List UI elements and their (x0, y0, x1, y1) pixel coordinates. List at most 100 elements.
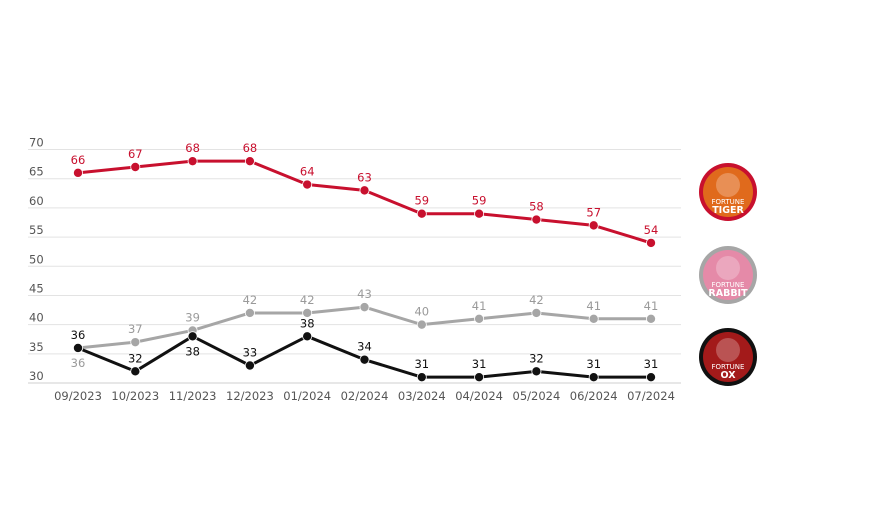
data-point-fortune-rabbit (474, 313, 485, 324)
y-tick-label: 35 (29, 340, 44, 354)
badge-character-highlight (716, 173, 740, 197)
data-label-fortune-ox: 32 (529, 351, 544, 365)
ox-icon (703, 332, 753, 382)
data-label-fortune-tiger: 66 (71, 153, 86, 167)
data-point-fortune-tiger (474, 208, 485, 219)
data-label-fortune-tiger: 54 (644, 223, 659, 237)
data-label-fortune-tiger: 58 (529, 200, 544, 214)
data-point-fortune-ox (73, 342, 84, 353)
data-point-fortune-tiger (187, 156, 198, 167)
data-point-fortune-rabbit (359, 302, 370, 313)
data-point-fortune-ox (130, 366, 141, 377)
data-label-fortune-tiger: 68 (243, 141, 258, 155)
data-label-fortune-ox: 38 (300, 316, 315, 330)
y-axis: 30 35 40 45 50 55 60 65 70 (29, 136, 44, 384)
data-point-fortune-tiger (359, 185, 370, 196)
data-point-fortune-ox (646, 372, 657, 383)
data-label-fortune-tiger: 68 (185, 141, 200, 155)
x-tick-label: 03/2024 (398, 389, 446, 403)
data-label-fortune-ox: 38 (185, 344, 200, 358)
y-tick-label: 30 (29, 369, 44, 383)
y-tick-label: 60 (29, 194, 44, 208)
badge-label-line1: FORTUNE (712, 281, 745, 289)
data-label-fortune-ox: 31 (586, 357, 601, 371)
data-label-fortune-tiger: 67 (128, 147, 143, 161)
data-label-fortune-rabbit: 41 (586, 299, 601, 313)
data-point-fortune-rabbit (531, 307, 542, 318)
y-tick-label: 50 (29, 252, 44, 266)
data-point-fortune-ox (416, 372, 427, 383)
data-label-fortune-rabbit: 39 (185, 310, 200, 324)
rabbit-icon (703, 250, 753, 300)
data-label-fortune-rabbit: 42 (300, 293, 315, 307)
data-label-fortune-ox: 31 (472, 357, 487, 371)
data-label-fortune-ox: 32 (128, 351, 143, 365)
data-point-fortune-tiger (646, 237, 657, 248)
x-tick-label: 10/2023 (111, 389, 159, 403)
data-point-fortune-tiger (531, 214, 542, 225)
data-label-fortune-ox: 31 (414, 357, 429, 371)
data-point-fortune-ox (531, 366, 542, 377)
data-label-fortune-ox: 36 (71, 328, 86, 342)
x-tick-label: 02/2024 (341, 389, 389, 403)
data-point-fortune-tiger (416, 208, 427, 219)
x-axis: 09/2023 10/2023 11/2023 12/2023 01/2024 02/20… (54, 389, 675, 403)
badge-character-highlight (716, 256, 740, 280)
data-point-fortune-rabbit (130, 337, 141, 348)
data-label-fortune-rabbit: 41 (472, 299, 487, 313)
data-label-fortune-tiger: 57 (586, 205, 601, 219)
data-label-fortune-ox: 33 (243, 345, 258, 359)
data-label-fortune-tiger: 59 (414, 194, 429, 208)
badge-label-line2: RABBIT (708, 288, 748, 299)
y-tick-label: 70 (29, 136, 44, 150)
y-tick-label: 40 (29, 311, 44, 325)
data-label-fortune-ox: 34 (357, 340, 372, 354)
x-tick-label: 06/2024 (570, 389, 618, 403)
gridlines (28, 149, 681, 384)
x-tick-label: 12/2023 (226, 389, 274, 403)
badge-label-line1: FORTUNE (712, 198, 745, 206)
data-point-fortune-ox (474, 372, 485, 383)
y-tick-label: 45 (29, 281, 44, 295)
data-point-fortune-ox (302, 331, 313, 342)
data-label-fortune-tiger: 59 (472, 194, 487, 208)
data-label-fortune-rabbit: 36 (71, 356, 86, 370)
x-tick-label: 05/2024 (513, 389, 561, 403)
data-point-fortune-tiger (588, 220, 599, 231)
data-point-fortune-rabbit (302, 307, 313, 318)
data-point-fortune-rabbit (244, 307, 255, 318)
x-tick-label: 09/2023 (54, 389, 102, 403)
series-points (73, 156, 657, 383)
data-point-fortune-tiger (73, 167, 84, 178)
data-point-fortune-ox (187, 331, 198, 342)
data-label-fortune-rabbit: 42 (529, 293, 544, 307)
data-point-fortune-rabbit (416, 319, 427, 330)
data-point-fortune-rabbit (588, 313, 599, 324)
data-label-fortune-rabbit: 40 (414, 305, 429, 319)
data-point-fortune-ox (359, 354, 370, 365)
data-label-fortune-tiger: 63 (357, 170, 372, 184)
badge-label-line2: TIGER (712, 205, 744, 216)
data-labels: 36 37 39 42 42 43 40 41 42 41 41 36 32 38 33 38 34 31 31 32… (71, 141, 659, 371)
data-label-fortune-rabbit: 41 (644, 299, 659, 313)
data-label-fortune-tiger: 64 (300, 165, 315, 179)
y-tick-label: 55 (29, 223, 44, 237)
x-tick-label: 01/2024 (283, 389, 331, 403)
badge-label-line2: OX (720, 370, 736, 381)
y-tick-label: 65 (29, 165, 44, 179)
x-tick-label: 04/2024 (455, 389, 503, 403)
x-tick-label: 07/2024 (627, 389, 675, 403)
data-label-fortune-ox: 31 (644, 357, 659, 371)
data-label-fortune-rabbit: 42 (243, 293, 258, 307)
data-label-fortune-rabbit: 43 (357, 287, 372, 301)
badge-label-line1: FORTUNE (712, 363, 745, 371)
data-point-fortune-tiger (302, 179, 313, 190)
data-point-fortune-ox (244, 360, 255, 371)
tiger-icon (703, 167, 753, 217)
data-point-fortune-ox (588, 372, 599, 383)
